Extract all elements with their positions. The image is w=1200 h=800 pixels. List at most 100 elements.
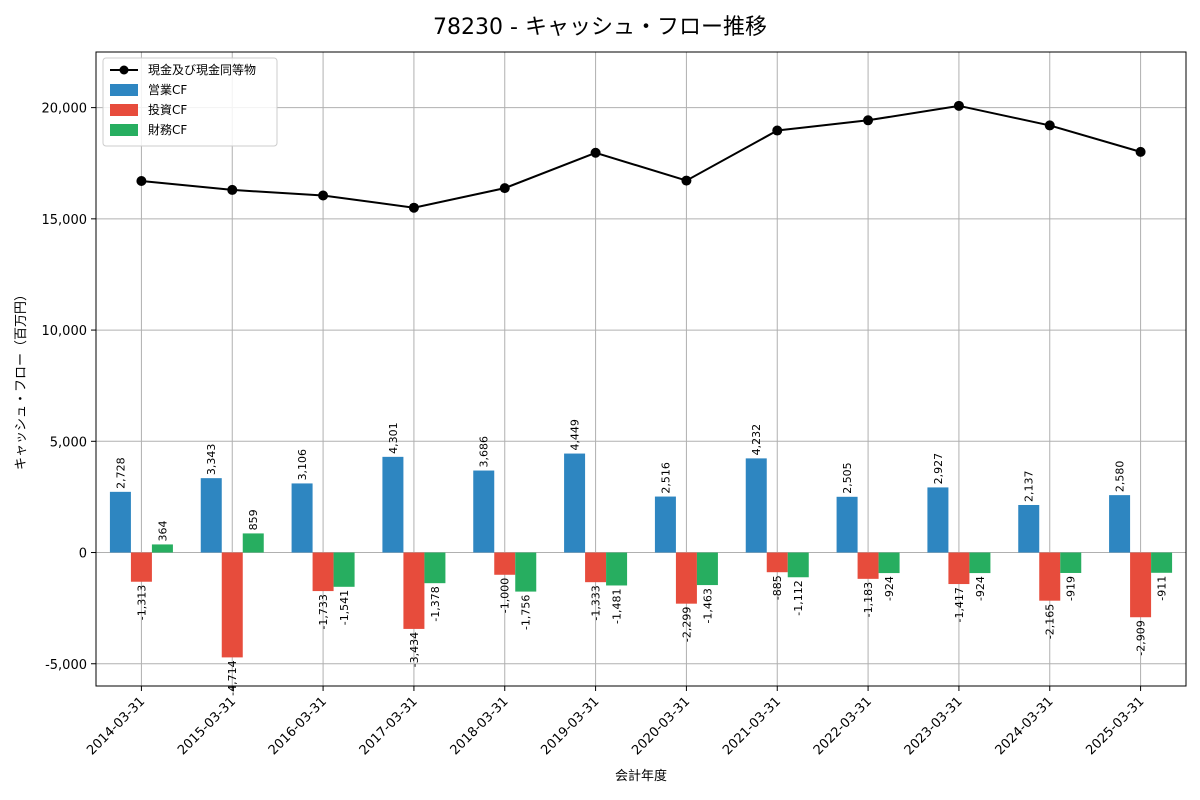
bar-value-label: 859 [247, 509, 260, 530]
bar-value-label: -1,541 [338, 590, 351, 625]
legend-bar-swatch [110, 84, 138, 96]
bar-value-label: 3,343 [205, 444, 218, 476]
x-tick-label: 2017-03-31 [357, 694, 421, 758]
cash-point [590, 147, 601, 158]
bar-value-label: 4,301 [387, 422, 400, 454]
bar-operating [291, 483, 313, 553]
bar-operating [745, 458, 767, 553]
bar-operating [836, 496, 858, 553]
bar-investing [585, 552, 607, 583]
bar-investing [675, 552, 697, 604]
x-tick-label: 2018-03-31 [448, 694, 512, 758]
bar-value-label: -911 [1156, 576, 1169, 601]
bar-operating [1018, 504, 1040, 553]
chart-title: 78230 - キャッシュ・フロー推移 [433, 15, 767, 40]
bar-value-label: 2,728 [114, 457, 127, 489]
bar-value-label: -1,313 [135, 585, 148, 620]
bar-investing [766, 552, 788, 573]
bar-investing [312, 552, 334, 592]
bar-operating [200, 478, 222, 553]
bar-value-label: 3,686 [478, 436, 491, 468]
bar-value-label: -2,299 [680, 607, 693, 642]
cash-point [681, 175, 692, 186]
bar-investing [857, 552, 879, 579]
cash-point [863, 115, 874, 126]
x-tick-label: 2023-03-31 [902, 694, 966, 758]
cash-point [1135, 146, 1146, 157]
bars-layer [109, 453, 1173, 658]
x-tick-label: 2024-03-31 [993, 694, 1057, 758]
bar-financing [787, 552, 809, 578]
cash-point [408, 202, 419, 213]
bar-financing [424, 552, 446, 584]
bar-financing [1151, 552, 1173, 573]
y-axis-label: キャッシュ・フロー（百万円） [14, 288, 29, 470]
legend-marker [119, 65, 129, 75]
x-tick-label: 2025-03-31 [1083, 694, 1147, 758]
cash-point [499, 183, 510, 194]
bar-investing [403, 552, 425, 629]
legend-label: 現金及び現金同等物 [148, 62, 256, 77]
x-tick-label: 2019-03-31 [538, 694, 602, 758]
y-tick-label: 10,000 [42, 324, 88, 339]
bar-value-label: -1,417 [953, 587, 966, 622]
bar-value-label: -1,112 [792, 580, 805, 615]
y-tick-label: 15,000 [42, 213, 88, 228]
cash-point [318, 190, 329, 201]
x-tick-label: 2022-03-31 [811, 694, 875, 758]
bar-operating [473, 470, 495, 553]
bar-value-label: 364 [156, 520, 169, 541]
bar-value-label: 2,927 [932, 453, 945, 485]
bar-value-label: -924 [974, 576, 987, 601]
cash-point [953, 100, 964, 111]
bar-value-label: -1,183 [862, 582, 875, 617]
bar-financing [1060, 552, 1082, 573]
bar-value-label: -3,434 [408, 632, 421, 667]
bar-value-label: 4,232 [750, 424, 763, 456]
bar-investing [1039, 552, 1061, 601]
bar-financing [969, 552, 991, 574]
x-tick-label: 2021-03-31 [720, 694, 784, 758]
plot-frame [95, 51, 1187, 687]
bar-value-label: -1,000 [499, 578, 512, 613]
bar-investing [221, 552, 243, 658]
bar-value-label: -1,756 [520, 595, 533, 630]
legend-label: 営業CF [148, 83, 187, 97]
x-tick-label: 2020-03-31 [629, 694, 693, 758]
bar-financing [151, 544, 173, 553]
bar-operating [382, 456, 404, 553]
bar-value-label: 2,580 [1114, 461, 1127, 493]
bar-value-label: -2,909 [1135, 620, 1148, 655]
y-tick-label: 0 [79, 547, 87, 562]
bar-value-label: -4,714 [226, 660, 239, 695]
bar-operating [654, 496, 676, 553]
bar-value-label: -1,333 [590, 585, 603, 620]
bar-financing [878, 552, 900, 574]
legend-label: 投資CF [148, 102, 187, 117]
bar-operating [927, 487, 949, 553]
bar-value-label: 2,505 [841, 462, 854, 494]
bar-financing [242, 533, 264, 553]
bar-value-label: 4,449 [569, 419, 582, 451]
bar-investing [494, 552, 516, 575]
cash-point [136, 176, 147, 187]
bar-financing [515, 552, 537, 592]
x-axis-label: 会計年度 [615, 768, 667, 784]
y-tick-label: 20,000 [42, 102, 88, 117]
bar-value-label: -1,378 [429, 586, 442, 621]
bar-operating [1109, 495, 1131, 553]
bar-financing [696, 552, 718, 586]
bar-financing [333, 552, 355, 587]
cash-point [227, 184, 238, 195]
y-tick-label: -5,000 [45, 658, 87, 673]
bar-investing [948, 552, 970, 585]
bar-value-label: 2,137 [1023, 470, 1036, 502]
bar-operating [109, 491, 131, 553]
bar-operating [564, 453, 586, 553]
bar-value-label: -885 [771, 575, 784, 600]
bar-investing [1130, 552, 1152, 618]
legend-bar-swatch [110, 124, 138, 136]
x-tick-label: 2016-03-31 [266, 694, 330, 758]
